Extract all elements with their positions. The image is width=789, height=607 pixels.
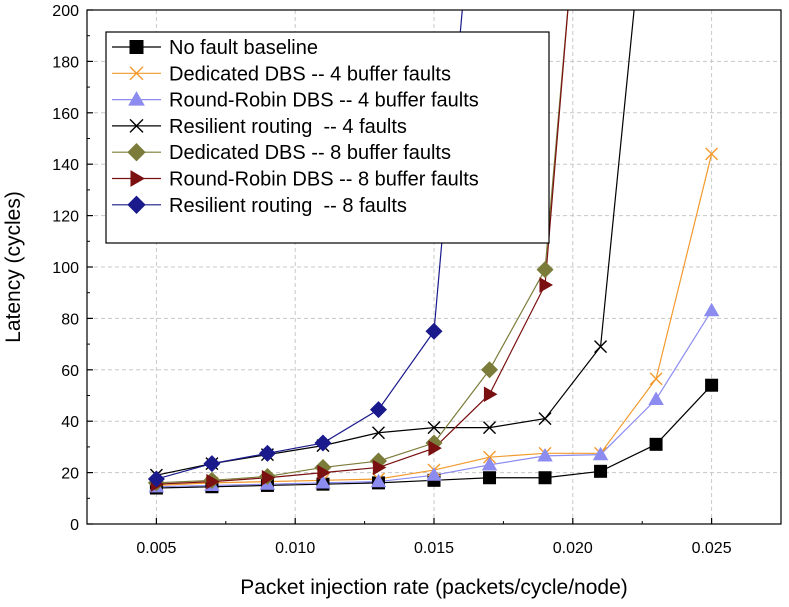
data-point-s2-7 [537, 447, 553, 462]
data-point-s5-5 [428, 440, 442, 456]
data-point-s5-7 [539, 277, 553, 293]
legend-marker-3 [129, 118, 144, 133]
legend-label-4: Dedicated DBS -- 8 buffer faults [169, 142, 451, 164]
data-point-s2-8 [592, 446, 609, 461]
y-tick-label-3: 60 [61, 363, 79, 380]
y-tick-label-5: 100 [52, 260, 79, 277]
data-point-s5-6 [483, 386, 498, 402]
data-point-s3-8 [594, 340, 608, 354]
data-point-s6-3 [314, 434, 332, 452]
y-tick-label-2: 40 [61, 414, 79, 431]
legend-marker-4 [127, 143, 146, 162]
y-tick-label-0: 0 [70, 517, 79, 534]
axes: 0 20 40 60 80 100 120 140 160 180 200 0.005 0.010 0.0… [52, 3, 731, 557]
data-point-s2-5 [426, 467, 442, 481]
data-point-s6-5 [425, 322, 443, 340]
data-point-s0-6 [483, 471, 497, 485]
legend-marker-1 [129, 66, 144, 81]
data-point-s5-3 [317, 464, 331, 481]
legend-label-0: No fault baseline [169, 37, 318, 59]
data-point-s0-7 [538, 471, 552, 485]
data-point-s2-6 [481, 456, 498, 471]
x-axis-title: Packet injection rate (packets/cycle/nod… [240, 576, 628, 599]
data-point-s1-9 [649, 372, 663, 386]
series-markers [147, 147, 720, 495]
data-point-s3-7 [538, 412, 552, 426]
data-point-s3-6 [483, 421, 497, 435]
y-tick-label-8: 160 [52, 106, 79, 123]
y-tick-label-4: 80 [61, 311, 79, 328]
data-point-s6-1 [203, 455, 221, 473]
legend-label-5: Round-Robin DBS -- 8 buffer faults [169, 169, 479, 191]
data-point-s6-2 [258, 444, 276, 462]
legend-box [105, 31, 550, 244]
data-point-s3-4 [371, 426, 385, 440]
legend-marker-5 [130, 170, 145, 187]
data-point-s0-9 [649, 437, 663, 451]
data-point-s6-4 [369, 401, 387, 419]
data-point-s0-8 [594, 464, 608, 478]
x-tick-label-3: 0.020 [553, 540, 593, 557]
y-tick-label-1: 20 [61, 466, 79, 483]
x-tick-label-4: 0.025 [692, 540, 732, 557]
series-line-3 [156, 10, 635, 476]
x-tick-label-1: 0.010 [275, 540, 315, 557]
data-point-s6-0 [147, 470, 165, 488]
y-axis-title: Latency (cycles) [2, 191, 25, 343]
legend-label-2: Round-Robin DBS -- 4 buffer faults [169, 90, 479, 112]
y-tick-label-6: 120 [52, 209, 79, 226]
legend-marker-2 [128, 91, 145, 106]
data-point-s5-1 [206, 473, 220, 490]
data-point-s4-7 [536, 261, 554, 279]
y-tick-label-7: 140 [52, 157, 79, 174]
data-point-s5-2 [261, 469, 276, 486]
y-tick-label-10: 200 [52, 3, 79, 20]
data-point-s2-4 [370, 473, 387, 488]
legend-marker-0 [129, 40, 144, 54]
data-point-s2-9 [648, 391, 664, 405]
data-point-s4-6 [481, 361, 499, 379]
data-point-s3-5 [427, 421, 441, 435]
x-tick-label-0: 0.005 [136, 540, 176, 557]
data-point-s0-10 [705, 378, 719, 392]
data-point-s2-3 [315, 474, 331, 489]
data-point-s1-10 [705, 147, 719, 161]
legend-marker-6 [127, 195, 146, 214]
legend-label-1: Dedicated DBS -- 4 buffer faults [169, 63, 451, 85]
data-point-s2-10 [703, 302, 720, 317]
y-tick-label-9: 180 [52, 54, 79, 71]
data-point-s5-4 [372, 459, 387, 476]
legend-label-6: Resilient routing -- 8 faults [169, 195, 407, 217]
legend-label-3: Resilient routing -- 4 faults [169, 116, 407, 138]
legend: No fault baseline Dedicated DBS -- 4 buff… [105, 31, 550, 244]
x-tick-label-2: 0.015 [414, 540, 454, 557]
